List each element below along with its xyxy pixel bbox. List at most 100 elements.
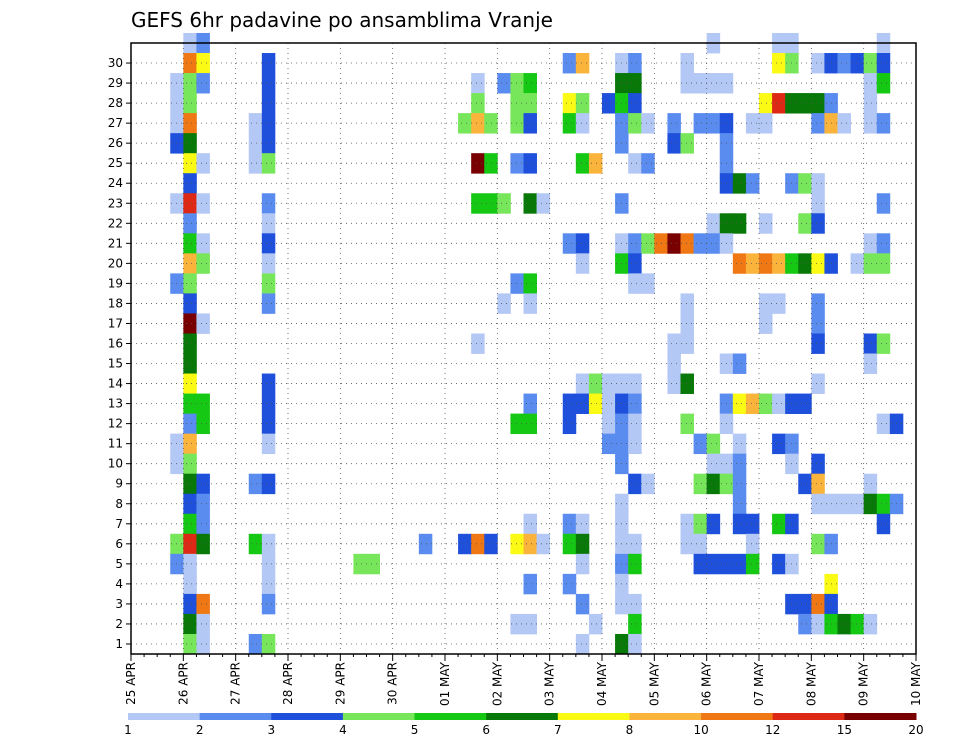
y-tick-label: 3 xyxy=(115,597,123,611)
heatmap-cell xyxy=(667,233,681,254)
heatmap-cell xyxy=(667,133,681,154)
heatmap-cell xyxy=(575,153,590,174)
heatmap-cell xyxy=(706,553,721,575)
heatmap-cell xyxy=(562,573,577,595)
heatmap-cell xyxy=(667,373,681,394)
heatmap-cell xyxy=(575,93,590,114)
heatmap-cell xyxy=(772,293,786,314)
heatmap-cell xyxy=(575,593,590,615)
y-tick-label: 25 xyxy=(108,156,123,170)
y-tick-label: 21 xyxy=(108,236,123,250)
heatmap-cell xyxy=(588,393,603,414)
heatmap-cell xyxy=(798,213,812,234)
heatmap-cell xyxy=(562,513,577,535)
heatmap-cell xyxy=(562,533,577,555)
heatmap-cell xyxy=(183,393,197,414)
heatmap-cell xyxy=(497,293,511,314)
heatmap-cell xyxy=(745,533,760,555)
heatmap-cell xyxy=(484,533,498,555)
chart-title: GEFS 6hr padavine po ansamblima Vranje xyxy=(131,8,553,32)
heatmap-cell xyxy=(510,273,524,294)
heatmap-cell xyxy=(523,533,537,555)
heatmap-cell xyxy=(680,513,694,535)
legend-swatch xyxy=(701,713,774,720)
heatmap-cell xyxy=(183,613,197,635)
y-tick-label: 27 xyxy=(108,116,123,130)
x-tick-label: 08 MAY xyxy=(804,661,818,706)
heatmap-cell xyxy=(471,93,485,114)
heatmap-cell xyxy=(562,53,577,74)
heatmap-cell xyxy=(261,213,276,234)
heatmap-cell xyxy=(811,253,825,274)
heatmap-cell xyxy=(183,233,197,254)
heatmap-cell xyxy=(628,73,642,94)
heatmap-cell xyxy=(183,473,197,495)
heatmap-cell xyxy=(261,73,276,94)
heatmap-cell xyxy=(863,233,878,254)
legend-label: 4 xyxy=(339,723,347,737)
heatmap-cell xyxy=(850,613,865,635)
heatmap-cell xyxy=(196,313,210,334)
heatmap-cell xyxy=(811,593,825,615)
heatmap-cell xyxy=(523,273,537,294)
heatmap-cell xyxy=(863,93,878,114)
x-tick-label: 04 MAY xyxy=(595,661,609,706)
heatmap-cell xyxy=(772,393,786,414)
heatmap-cell xyxy=(183,153,197,174)
heatmap-cell xyxy=(196,53,210,74)
heatmap-cell xyxy=(693,233,708,254)
heatmap-cell xyxy=(732,433,747,455)
heatmap-cell xyxy=(183,573,197,595)
heatmap-cell xyxy=(628,253,642,274)
heatmap-cell xyxy=(588,373,603,394)
heatmap-cell xyxy=(837,113,851,134)
heatmap-cell xyxy=(876,193,891,214)
y-tick-label: 30 xyxy=(108,56,123,70)
heatmap-cell xyxy=(798,613,812,635)
heatmap-cell xyxy=(863,353,878,374)
heatmap-cell xyxy=(732,173,747,194)
heatmap-cell xyxy=(510,533,524,555)
heatmap-cell xyxy=(759,93,773,114)
heatmap-cell xyxy=(811,533,825,555)
heatmap-cell xyxy=(183,353,197,374)
heatmap-cell xyxy=(863,493,878,515)
x-axis: 25 APR 26 APR 27 APR 28 APR 29 APR 30 APR 01 M… xyxy=(124,654,923,706)
heatmap-cell xyxy=(196,153,210,174)
heatmap-cell xyxy=(183,53,197,74)
heatmap-cell xyxy=(523,193,537,214)
legend-label: 15 xyxy=(837,723,852,737)
heatmap-cell xyxy=(196,393,210,414)
heatmap-cell xyxy=(261,633,276,655)
heatmap-cell xyxy=(575,553,590,575)
heatmap-cell xyxy=(575,513,590,535)
heatmap-cell xyxy=(628,633,642,655)
y-tick-label: 18 xyxy=(108,296,123,310)
y-tick-label: 4 xyxy=(115,577,123,591)
legend-swatch xyxy=(128,713,201,720)
heatmap-cell xyxy=(863,333,878,354)
heatmap-cell xyxy=(196,633,210,655)
heatmap-cell xyxy=(196,473,210,495)
heatmap-cell xyxy=(523,73,537,94)
y-tick-label: 22 xyxy=(108,216,123,230)
heatmap-cell xyxy=(523,613,537,635)
heatmap-cell xyxy=(811,613,825,635)
heatmap-cell xyxy=(863,613,878,635)
heatmap-cell xyxy=(772,93,786,114)
heatmap-cell xyxy=(798,593,812,615)
heatmap-cell xyxy=(811,473,825,495)
heatmap-cell xyxy=(418,533,433,555)
legend-swatch xyxy=(486,713,559,720)
heatmap-cell xyxy=(196,533,210,555)
legend-swatch xyxy=(342,713,416,720)
heatmap-cell xyxy=(183,253,197,274)
heatmap-cell xyxy=(484,113,498,134)
heatmap-cell xyxy=(667,333,681,354)
heatmap-cell xyxy=(523,573,537,595)
heatmap-cell xyxy=(602,93,616,114)
y-axis: 1234567891011121314151617181920212223242… xyxy=(108,56,131,651)
y-tick-label: 15 xyxy=(108,357,123,371)
heatmap-cell xyxy=(248,133,263,154)
y-tick-label: 29 xyxy=(108,76,123,90)
